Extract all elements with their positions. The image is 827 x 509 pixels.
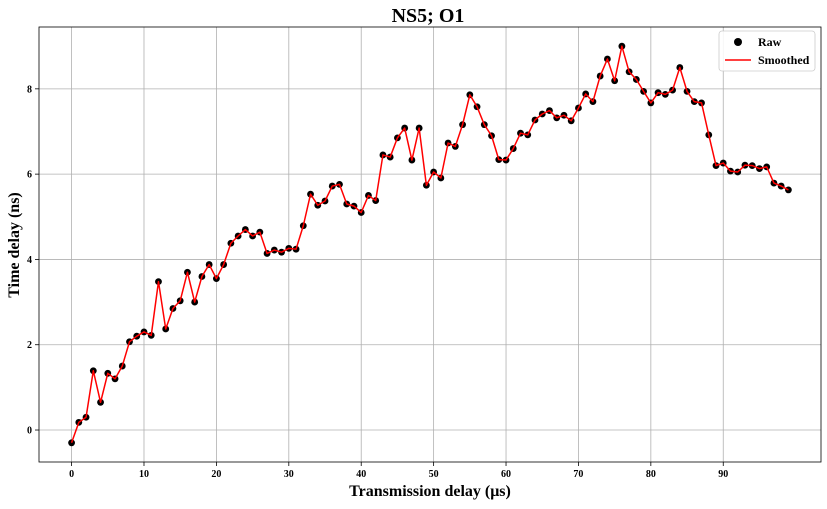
legend-box — [718, 30, 816, 72]
legend-raw-label: Raw — [758, 35, 782, 49]
x-tick-label: 80 — [646, 469, 656, 480]
x-tick-label: 50 — [429, 469, 439, 480]
grid — [39, 27, 821, 462]
legend: Raw Smoothed — [718, 30, 816, 72]
x-tick-label: 30 — [284, 469, 294, 480]
axes-frame — [38, 26, 822, 463]
x-tick-label: 70 — [573, 469, 583, 480]
x-tick-label: 60 — [501, 469, 511, 480]
y-tick-label: 2 — [27, 340, 32, 351]
x-tick-label: 0 — [69, 469, 74, 480]
y-tick-label: 4 — [27, 255, 32, 266]
legend-raw-marker — [734, 38, 742, 46]
smoothed-line — [70, 45, 789, 444]
y-tick-label: 6 — [27, 170, 32, 181]
y-axis-label: Time delay (ns) — [6, 192, 23, 297]
x-tick-label: 20 — [211, 469, 221, 480]
plot-area — [68, 42, 792, 447]
x-tick-label: 40 — [356, 469, 366, 480]
y-tick-label: 0 — [27, 426, 32, 437]
chart-title: NS5; O1 — [392, 5, 465, 27]
x-tick-label: 90 — [718, 469, 728, 480]
x-axis-label: Transmission delay (μs) — [349, 483, 511, 500]
x-tick-label: 10 — [139, 469, 149, 480]
y-tick-label: 8 — [27, 84, 32, 95]
ticks: 0 10 20 30 40 50 60 70 80 90 0 2 4 6 8 — [27, 84, 728, 480]
legend-smoothed-label: Smoothed — [758, 53, 810, 67]
